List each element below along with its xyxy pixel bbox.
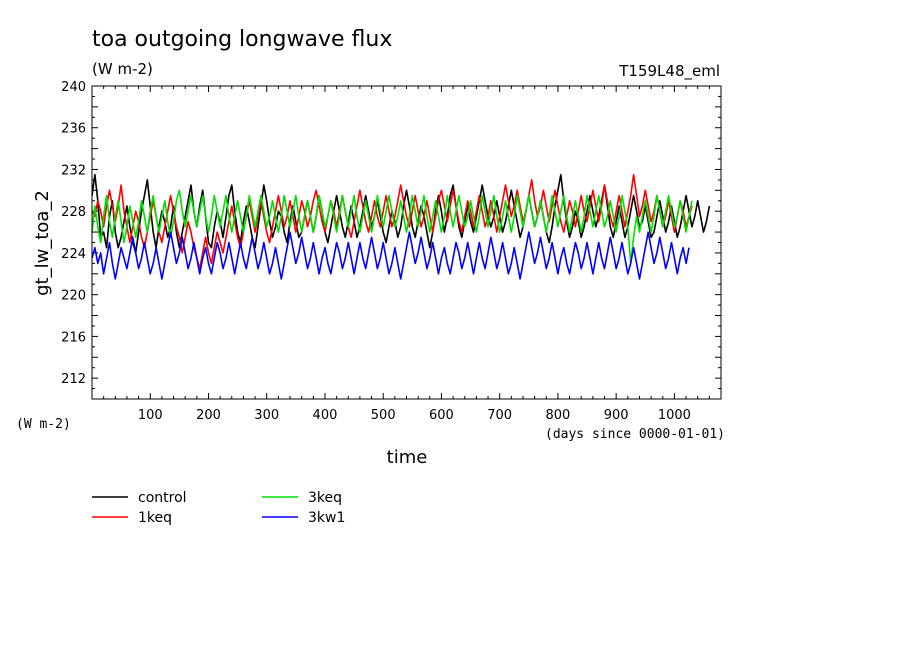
x-tick-label: 400	[313, 408, 338, 423]
series-line-3kw1	[91, 231, 690, 280]
x-tick-label: 1000	[658, 408, 691, 423]
y-tick-label: 240	[61, 80, 86, 95]
y-tick-label: 212	[61, 372, 86, 387]
y-tick-label: 220	[61, 289, 86, 304]
y-axis-units: (W m-2)	[16, 417, 71, 432]
x-tick-label: 100	[138, 408, 163, 423]
x-tick-label: 700	[487, 408, 512, 423]
x-tick-label: 500	[371, 408, 396, 423]
x-tick-label: 200	[196, 408, 221, 423]
x-tick-label: 900	[604, 408, 629, 423]
x-axis-units: (days since 0000-01-01)	[545, 427, 725, 442]
y-tick-label: 216	[61, 330, 86, 345]
x-tick-label: 600	[429, 408, 454, 423]
x-axis-ticks: 100 200 300 400 500 600 700 800 900 1000	[103, 86, 710, 423]
x-tick-label: 800	[546, 408, 571, 423]
legend-label-3keq: 3keq	[308, 490, 342, 506]
y-axis-ticks: 212 216 220 224 228 232 236 240	[61, 80, 721, 390]
chart-title: toa outgoing longwave flux	[92, 27, 392, 52]
plot-frame	[91, 85, 722, 400]
series-line-3keq	[91, 189, 693, 265]
y-axis-label: gt_lw_toa_2	[32, 190, 53, 296]
legend: control 1keq 3keq 3kw1	[92, 490, 345, 526]
series-line-1keq	[91, 173, 693, 270]
legend-label-1keq: 1keq	[138, 510, 172, 526]
y-tick-label: 236	[61, 122, 86, 137]
y-tick-label: 228	[61, 205, 86, 220]
x-axis-label: time	[387, 447, 428, 468]
series-lines	[91, 173, 711, 280]
legend-label-3kw1: 3kw1	[308, 510, 345, 526]
title-units: (W m-2)	[92, 60, 153, 78]
y-tick-label: 224	[61, 247, 86, 262]
y-tick-label: 232	[61, 163, 86, 178]
x-tick-label: 300	[254, 408, 279, 423]
plot-area: 212 216 220 224 228 232 236 240 100 200 300 400 500…	[61, 80, 722, 423]
legend-label-control: control	[138, 490, 187, 506]
experiment-label: T159L48_eml	[618, 62, 720, 81]
